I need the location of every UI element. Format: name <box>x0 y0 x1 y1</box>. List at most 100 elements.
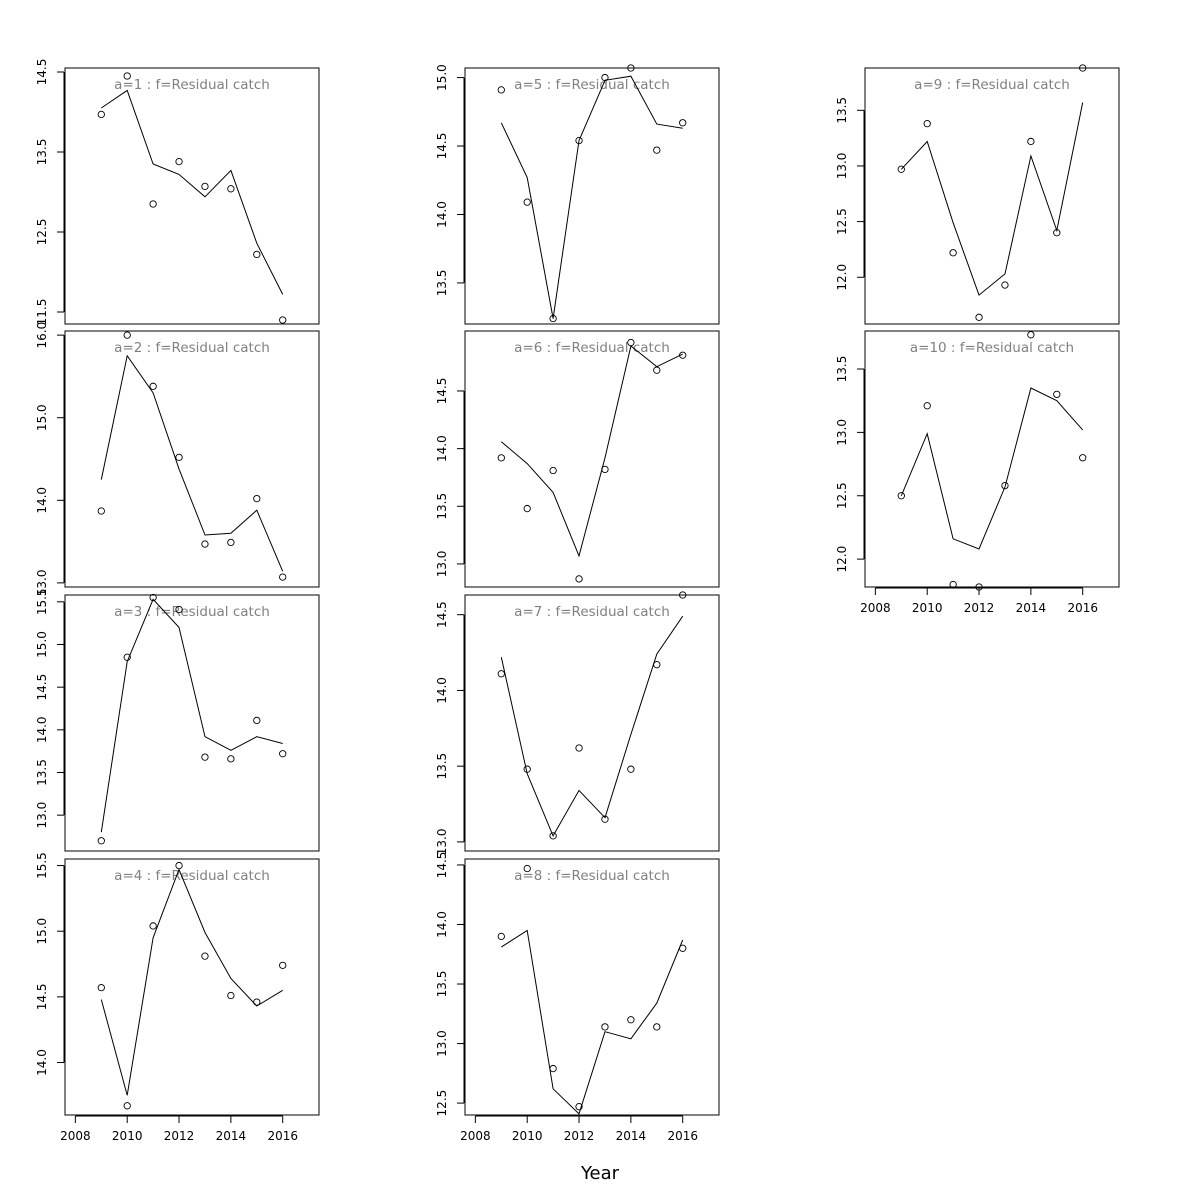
plot-frame <box>64 858 320 1116</box>
observed-point <box>149 382 157 390</box>
y-tick-label: 14.0 <box>35 1049 49 1076</box>
observed-point <box>149 200 157 208</box>
observed-point <box>549 832 557 840</box>
y-axis: 13.0 13.5 14.0 14.5 <box>435 378 465 577</box>
observed-point <box>497 86 505 94</box>
fitted-line <box>500 345 683 558</box>
y-tick-label: 13.0 <box>435 1030 449 1057</box>
x-tick-label: 2008 <box>60 1129 91 1143</box>
y-tick-label: 11.5 <box>35 299 49 326</box>
y-tick-label: 15.0 <box>35 404 49 431</box>
fitted-line <box>501 929 684 1115</box>
y-tick-label: 12.0 <box>835 264 849 291</box>
observed-point <box>279 961 287 969</box>
observed-point <box>97 837 105 845</box>
panel-4: a=4 : f=Residual catch 14.0 14.5 15.0 15.5 20… <box>35 852 320 1143</box>
observed-point <box>575 744 583 752</box>
panel-7: a=7 : f=Residual catch 13.0 13.5 14.0 14.5 <box>435 591 720 856</box>
fitted-line <box>100 598 283 833</box>
plot-frame <box>864 330 1120 588</box>
y-tick-label: 15.5 <box>35 588 49 615</box>
y-tick-label: 14.0 <box>435 911 449 938</box>
panel-8: a=8 : f=Residual catch 12.5 13.0 13.5 14.0 14… <box>435 852 720 1143</box>
x-tick-label: 2008 <box>860 601 891 615</box>
panel-1: a=1 : f=Residual catch 11.5 12.5 13.5 14.5 <box>35 59 320 326</box>
observed-point <box>923 402 931 410</box>
y-axis: 14.0 14.5 15.0 15.5 <box>35 852 65 1076</box>
observed-point <box>627 1016 635 1024</box>
y-tick-label: 13.5 <box>835 97 849 124</box>
y-tick-label: 12.5 <box>835 482 849 509</box>
observed-point <box>575 136 583 145</box>
plot-frame <box>464 858 720 1116</box>
y-tick-label: 14.5 <box>435 133 449 160</box>
observed-point <box>1027 137 1035 146</box>
y-tick-label: 14.5 <box>435 852 449 879</box>
panel-3: a=3 : f=Residual catch 13.0 13.5 14.0 14.5 15… <box>35 588 320 852</box>
observed-point <box>97 110 105 119</box>
observed-point <box>201 182 209 191</box>
y-tick-label: 15.5 <box>35 852 49 879</box>
y-tick-label: 13.5 <box>435 270 449 297</box>
observed-point <box>175 605 183 614</box>
y-tick-label: 12.5 <box>435 1090 449 1117</box>
observed-point <box>1079 454 1087 462</box>
x-axis: 2008 2010 2012 2014 2016 <box>60 1115 298 1143</box>
observed-point <box>201 952 209 960</box>
observed-point <box>227 991 235 1000</box>
observed-point <box>497 932 505 941</box>
x-axis: 2008 2010 2012 2014 2016 <box>860 587 1098 615</box>
y-axis: 12.0 12.5 13.0 13.5 <box>835 356 865 572</box>
observed-point <box>227 538 235 547</box>
observed-point <box>97 507 105 515</box>
y-tick-label: 13.5 <box>435 753 449 780</box>
observed-point <box>575 575 583 583</box>
observed-point <box>627 765 635 773</box>
observed-point <box>601 465 609 474</box>
y-tick-label: 12.5 <box>835 208 849 235</box>
panel-10: a=10 : f=Residual catch 12.0 12.5 13.0 13.5 2… <box>835 330 1120 615</box>
observed-point <box>1079 64 1087 72</box>
plot-frame <box>464 594 720 852</box>
y-tick-label: 13.0 <box>835 419 849 446</box>
observed-point <box>679 591 687 599</box>
observed-point <box>201 540 209 548</box>
x-axis: 2008 2010 2012 2014 2016 <box>460 1115 698 1143</box>
y-tick-label: 14.0 <box>435 435 449 462</box>
y-tick-label: 14.5 <box>35 983 49 1010</box>
y-tick-label: 13.5 <box>35 139 49 166</box>
y-tick-label: 12.5 <box>35 219 49 246</box>
plot-frame <box>864 67 1120 325</box>
y-axis: 12.0 12.5 13.0 13.5 <box>835 97 865 291</box>
panel-title: a=7 : f=Residual catch <box>514 604 670 620</box>
observed-point <box>1027 331 1035 339</box>
y-axis: 13.0 13.5 14.0 14.5 <box>435 601 465 856</box>
x-tick-label: 2012 <box>164 1129 195 1143</box>
plot-frame <box>464 330 720 588</box>
y-tick-label: 15.0 <box>35 918 49 945</box>
panel-title: a=2 : f=Residual catch <box>114 340 270 356</box>
observed-point <box>653 366 661 374</box>
observed-point <box>253 998 261 1006</box>
observed-point <box>653 661 661 669</box>
y-axis: 13.5 14.0 14.5 15.0 <box>435 64 465 297</box>
x-tick-label: 2012 <box>964 601 995 615</box>
panel-title: a=1 : f=Residual catch <box>114 77 270 93</box>
observed-point <box>253 494 261 503</box>
x-tick-label: 2016 <box>267 1129 298 1143</box>
y-axis: 13.0 14.0 15.0 16.0 <box>35 322 65 596</box>
fitted-line <box>101 89 284 295</box>
y-tick-label: 13.0 <box>835 153 849 180</box>
observed-point <box>679 944 687 952</box>
y-tick-label: 13.0 <box>435 829 449 856</box>
observed-point <box>97 984 105 992</box>
panel-title: a=6 : f=Residual catch <box>514 340 670 356</box>
observed-point <box>523 765 531 773</box>
observed-point <box>575 1103 583 1111</box>
y-tick-label: 13.0 <box>35 802 49 829</box>
observed-point <box>201 753 209 761</box>
observed-point <box>627 338 635 347</box>
observed-point <box>549 466 557 475</box>
observed-point <box>679 119 687 127</box>
observed-point <box>653 146 661 154</box>
